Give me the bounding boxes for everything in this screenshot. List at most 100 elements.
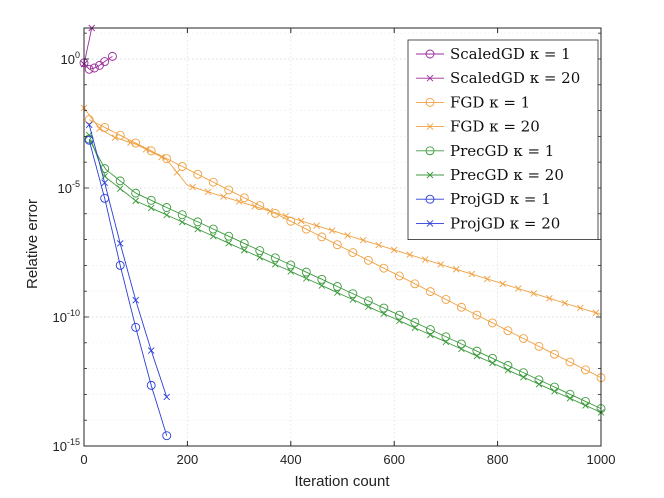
data-point (394, 271, 404, 281)
data-point (344, 232, 351, 239)
data-point (550, 349, 559, 359)
marker-stroke (251, 203, 258, 210)
marker-stroke (520, 373, 527, 381)
legend-marker (426, 74, 434, 82)
marker-stroke (147, 204, 155, 212)
data-point (504, 366, 512, 374)
legend-label: FGD κ = 20 (450, 118, 540, 136)
data-point (270, 253, 280, 263)
x-tick-label: 1000 (587, 452, 616, 467)
series-precgd-5 (85, 131, 605, 416)
y-tick-label: 10-10 (53, 308, 80, 325)
data-point (577, 304, 584, 312)
marker-stroke (313, 222, 320, 230)
x-tick-label: 200 (177, 452, 199, 467)
data-point (235, 198, 243, 205)
marker-stroke (266, 207, 274, 215)
y-tick-label: 10-15 (53, 437, 80, 454)
x-axis-label: Iteration count (294, 473, 390, 490)
data-point (270, 208, 280, 218)
data-point (365, 303, 372, 310)
series-projgd-7 (85, 121, 171, 401)
marker-stroke (437, 261, 445, 268)
marker-stroke (530, 290, 538, 297)
data-point (514, 285, 522, 292)
data-point (116, 185, 124, 192)
marker-stroke (349, 296, 357, 303)
data-point (116, 240, 124, 247)
marker-stroke (96, 125, 103, 132)
marker-stroke (452, 265, 460, 273)
data-point (411, 324, 419, 332)
marker-stroke (365, 303, 372, 310)
data-point (189, 183, 196, 191)
legend-marker (426, 220, 434, 227)
marker-stroke (178, 218, 186, 226)
marker-stroke (147, 347, 155, 354)
data-point (472, 310, 482, 320)
legend-entry: ProjGD κ = 1 (416, 190, 551, 208)
data-point (163, 211, 171, 219)
data-point (348, 289, 358, 299)
marker-stroke (396, 317, 403, 325)
data-point (565, 357, 575, 367)
data-point (193, 169, 203, 179)
data-point (581, 365, 590, 375)
marker-stroke (426, 123, 434, 130)
data-point (441, 332, 451, 342)
series-fgd-3 (80, 104, 602, 317)
marker-stroke (127, 139, 134, 146)
data-point (487, 318, 497, 328)
series-line (88, 138, 602, 410)
data-point (473, 352, 481, 360)
marker-stroke (411, 324, 419, 332)
marker-stroke (499, 280, 507, 288)
data-point (177, 210, 187, 220)
marker-stroke (483, 275, 491, 283)
marker-stroke (271, 261, 279, 268)
marker-stroke (116, 240, 124, 247)
data-point (111, 134, 119, 141)
data-point (84, 64, 94, 74)
legend-box (407, 39, 599, 241)
data-point (115, 176, 125, 186)
data-point (96, 125, 103, 132)
legend-entry: FGD κ = 1 (416, 93, 530, 111)
data-point (142, 145, 150, 153)
data-point (193, 217, 203, 227)
data-point (301, 224, 311, 234)
data-point (313, 222, 320, 230)
marker-stroke (158, 153, 165, 161)
marker-stroke (582, 402, 589, 409)
marker-stroke (577, 304, 584, 312)
marker-stroke (101, 179, 108, 187)
marker-stroke (489, 359, 496, 367)
legend-entry: FGD κ = 20 (416, 118, 540, 136)
marker-stroke (318, 282, 326, 289)
legend-label: ScaledGD κ = 1 (450, 45, 571, 63)
marker-stroke (427, 331, 434, 339)
data-point (390, 246, 398, 254)
x-tick-label: 0 (80, 452, 87, 467)
data-point (85, 121, 93, 129)
data-point (131, 188, 141, 198)
data-point (317, 274, 327, 284)
data-point (410, 317, 420, 327)
data-point (115, 260, 125, 270)
marker-stroke (282, 212, 289, 220)
marker-stroke (173, 169, 181, 176)
data-point (483, 275, 491, 283)
data-point (348, 248, 358, 257)
marker-stroke (116, 185, 124, 192)
data-point (566, 395, 574, 402)
marker-stroke (142, 145, 150, 153)
series-line (88, 134, 602, 413)
data-point (561, 299, 569, 307)
data-point (551, 387, 558, 395)
data-point (442, 338, 450, 346)
data-point (162, 431, 172, 441)
legend-entry: PrecGD κ = 20 (416, 166, 564, 184)
data-point (530, 290, 538, 297)
marker-stroke (328, 227, 336, 234)
data-point (208, 177, 218, 187)
